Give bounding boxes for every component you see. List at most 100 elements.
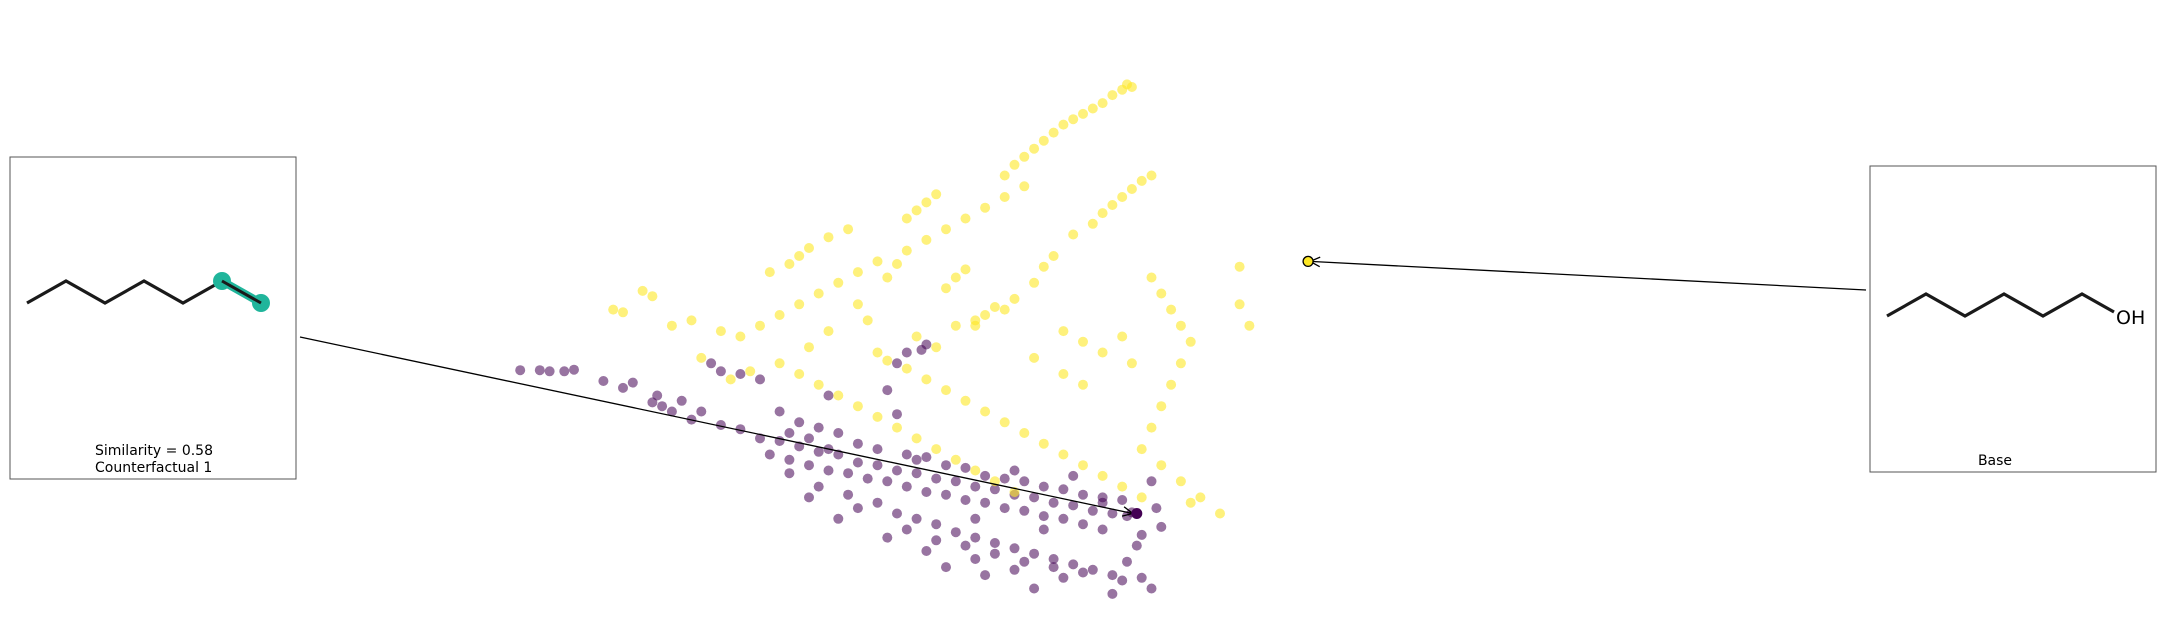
- scatter-point-class-1: [999, 417, 1010, 428]
- scatter-point-class-0: [931, 519, 942, 530]
- scatter-point-class-1: [931, 342, 942, 353]
- scatter-point-class-1: [1048, 127, 1059, 138]
- scatter-point-class-1: [1087, 218, 1098, 229]
- scatter-point-class-1: [1058, 119, 1069, 130]
- scatter-point-class-1: [1097, 470, 1108, 481]
- scatter-point-class-1: [1234, 299, 1245, 310]
- scatter-point-class-1: [774, 310, 785, 320]
- scatter-point-class-0: [980, 497, 991, 508]
- scatter-point-class-1: [1244, 320, 1255, 331]
- counterfactual-panel-frame: [9, 156, 297, 480]
- scatter-point-class-1: [1117, 192, 1128, 202]
- scatter-point-class-0: [941, 562, 951, 573]
- scatter-point-class-0: [921, 546, 932, 556]
- scatter-point-class-0: [813, 446, 824, 457]
- scatter-point-class-1: [872, 256, 883, 267]
- scatter-point-class-1: [931, 189, 942, 200]
- scatter-point-class-0: [1038, 481, 1049, 492]
- scatter-point-class-0: [1019, 476, 1030, 487]
- scatter-point-class-1: [666, 320, 677, 331]
- scatter-point-class-0: [1048, 497, 1059, 508]
- scatter-point-class-1: [823, 326, 834, 337]
- scatter-point-class-1: [813, 288, 824, 299]
- scatter-point-class-1: [823, 232, 834, 243]
- scatter-point-class-1: [892, 422, 902, 433]
- scatter-point-class-0: [931, 473, 942, 484]
- scatter-point-class-0: [534, 365, 545, 376]
- scatter-point-class-0: [916, 344, 927, 355]
- scatter-point-class-1: [804, 342, 814, 353]
- scatter-point-class-0: [901, 524, 912, 535]
- scatter-point-class-0: [1058, 513, 1069, 524]
- scatter-point-class-0: [1038, 524, 1049, 535]
- scatter-point-class-1: [1156, 401, 1167, 412]
- scatter-point-class-1: [980, 202, 991, 213]
- scatter-point-class-0: [1097, 497, 1108, 508]
- scatter-point-class-0: [989, 484, 1000, 495]
- scatter-point-class-0: [950, 476, 961, 487]
- scatter-point-class-1: [618, 307, 628, 318]
- scatter-point-class-0: [970, 481, 981, 492]
- scatter-point-class-1: [901, 213, 912, 224]
- scatter-point-class-0: [989, 538, 1000, 548]
- scatter-point-class-0: [843, 468, 854, 479]
- scatter-point-class-0: [696, 406, 707, 417]
- scatter-point-class-1: [1185, 497, 1196, 508]
- scatter-point-class-0: [1009, 543, 1020, 554]
- hydroxyl-label: OH: [2116, 307, 2145, 329]
- scatter-point-class-1: [1019, 181, 1030, 192]
- scatter-point-class-0: [882, 476, 893, 487]
- scatter-point-class-0: [1107, 570, 1118, 581]
- scatter-point-class-1: [852, 267, 863, 278]
- scatter-point-class-1: [1097, 98, 1108, 109]
- scatter-point-class-1: [1038, 135, 1049, 146]
- scatter-point-class-0: [676, 395, 687, 406]
- counterfactual-label: Counterfactual 1: [95, 460, 212, 476]
- scatter-point-class-1: [1058, 449, 1069, 460]
- scatter-point-class-1: [1175, 358, 1186, 369]
- scatter-point-class-1: [882, 272, 893, 283]
- base-label: Base: [1978, 453, 2012, 469]
- scatter-point-class-1: [1058, 326, 1069, 337]
- scatter-point-class-0: [794, 417, 805, 428]
- scatter-point-class-1: [999, 170, 1010, 181]
- scatter-point-class-0: [1087, 505, 1098, 516]
- scatter-point-class-0: [1151, 503, 1162, 514]
- scatter-point-class-1: [1087, 103, 1098, 114]
- scatter-point-class-1: [1097, 208, 1108, 219]
- scatter-point-class-0: [1122, 556, 1132, 567]
- scatter-point-class-1: [813, 379, 824, 390]
- scatter-point-class-1: [696, 352, 707, 363]
- scatter-point-class-1: [872, 411, 883, 422]
- scatter-point-class-0: [941, 460, 951, 471]
- scatter-point-class-1: [1009, 159, 1020, 170]
- scatter-point-class-1: [1078, 379, 1088, 390]
- scatter-point-class-1: [941, 283, 951, 294]
- scatter-point-class-0: [1087, 564, 1098, 575]
- scatter-point-class-1: [950, 320, 961, 331]
- scatter-point-class-0: [911, 454, 922, 465]
- scatter-point-class-1: [1234, 261, 1245, 272]
- scatter-point-class-0: [1068, 500, 1079, 511]
- scatter-point-class-1: [1117, 481, 1128, 492]
- scatter-point-class-0: [764, 449, 775, 460]
- scatter-point-class-1: [892, 259, 902, 269]
- scatter-point-class-1: [1107, 90, 1118, 101]
- scatter-point-class-1: [1078, 460, 1088, 471]
- scatter-point-class-1: [999, 304, 1010, 315]
- scatter-point-class-0: [852, 457, 863, 468]
- scatter-point-class-0: [970, 554, 981, 564]
- scatter-point-class-0: [1136, 529, 1147, 540]
- scatter-point-class-1: [1009, 293, 1020, 304]
- scatter-point-class-1: [862, 315, 873, 326]
- scatter-point-class-1: [1146, 272, 1157, 283]
- scatter-point-class-0: [813, 481, 824, 492]
- scatter-point-class-0: [1107, 588, 1118, 599]
- base-arrow: [1310, 260, 1867, 291]
- scatter-point-class-1: [1156, 460, 1167, 471]
- scatter-point-class-1: [1126, 358, 1137, 369]
- scatter-point-class-0: [872, 444, 883, 455]
- scatter-point-class-1: [1068, 114, 1079, 125]
- scatter-point-class-0: [901, 449, 912, 460]
